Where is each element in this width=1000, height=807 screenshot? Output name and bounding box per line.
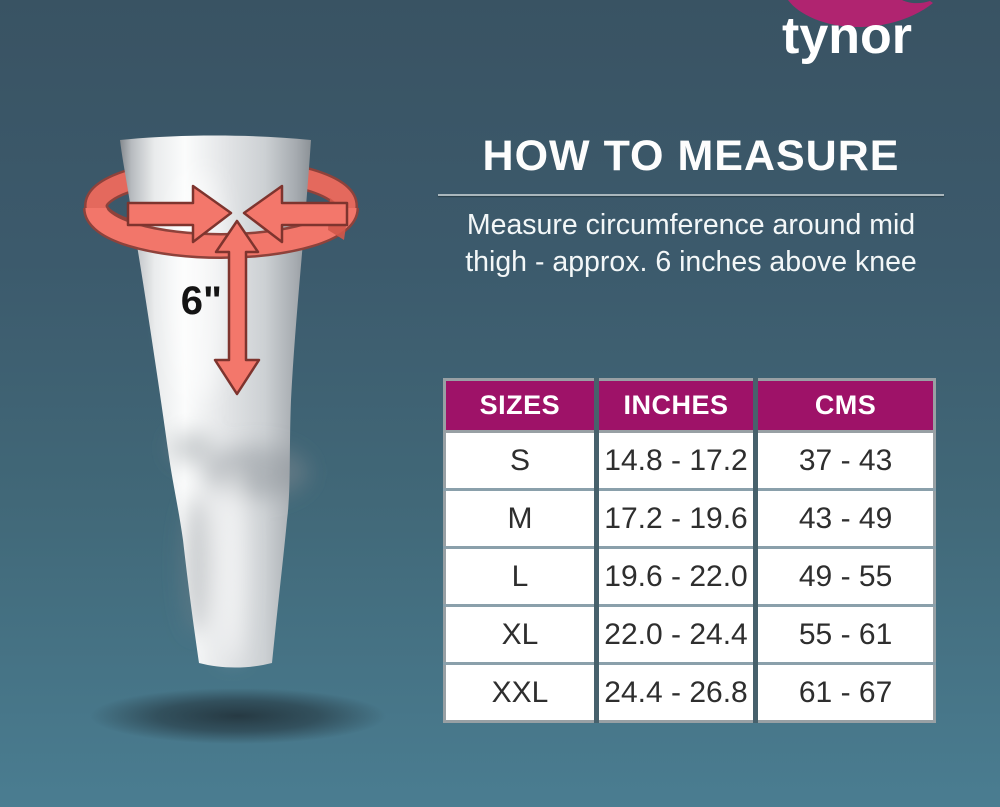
right-circumference-arrow-icon xyxy=(242,184,349,244)
inches-cell: 19.6 - 22.0 xyxy=(593,546,756,606)
measure-instruction-line1: Measure circumference around mid xyxy=(466,209,916,241)
measure-instruction-line2: thigh - approx. 6 inches above knee xyxy=(465,246,917,278)
leg-measurement-illustration: 6" xyxy=(83,135,386,744)
table-row: XXL 24.4 - 26.8 61 - 67 xyxy=(444,662,935,722)
size-cell: L xyxy=(444,546,597,606)
col-header-sizes: SIZES xyxy=(444,379,597,433)
table-row: XL 22.0 - 24.4 55 - 61 xyxy=(444,604,935,664)
cms-cell: 43 - 49 xyxy=(753,488,935,548)
table-row: S 14.8 - 17.2 37 - 43 xyxy=(444,431,935,490)
cms-cell: 49 - 55 xyxy=(753,546,935,606)
arrow-length-label: 6" xyxy=(181,279,222,323)
size-table-header-row: SIZES INCHES CMS xyxy=(444,379,935,433)
col-header-cms: CMS xyxy=(753,379,935,433)
size-cell: M xyxy=(444,488,597,548)
cms-cell: 37 - 43 xyxy=(753,431,935,490)
inches-cell: 24.4 - 26.8 xyxy=(593,662,756,722)
size-cell: XXL xyxy=(444,662,597,722)
col-header-inches: INCHES xyxy=(593,379,756,433)
measure-instruction: Measure circumference around mid thigh - … xyxy=(432,207,950,281)
left-circumference-arrow-icon xyxy=(126,184,233,244)
inches-cell: 22.0 - 24.4 xyxy=(593,604,756,664)
table-row: L 19.6 - 22.0 49 - 55 xyxy=(444,546,935,606)
table-row: M 17.2 - 19.6 43 - 49 xyxy=(444,488,935,548)
inches-cell: 17.2 - 19.6 xyxy=(593,488,756,548)
vertical-distance-arrow-icon xyxy=(213,219,261,396)
cms-cell: 55 - 61 xyxy=(753,604,935,664)
cms-cell: 61 - 67 xyxy=(753,662,935,722)
size-cell: XL xyxy=(444,604,597,664)
size-cell: S xyxy=(444,431,597,490)
logo-swoosh-icon xyxy=(788,0,933,28)
page-title: HOW TO MEASURE xyxy=(482,132,900,180)
brand-name: tynor xyxy=(782,7,912,65)
leg-ground-shadow xyxy=(90,688,386,744)
leg-shape xyxy=(120,135,311,668)
inches-cell: 14.8 - 17.2 xyxy=(593,431,756,490)
size-chart-table: SIZES INCHES CMS S 14.8 - 17.2 37 - 43 M… xyxy=(443,378,936,723)
title-divider xyxy=(438,194,944,196)
how-to-measure-section: HOW TO MEASURE Measure circumference aro… xyxy=(432,132,950,281)
